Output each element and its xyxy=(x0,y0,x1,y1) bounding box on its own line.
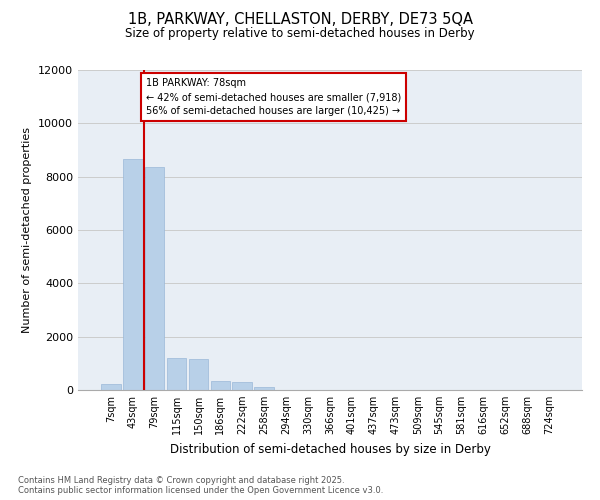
Bar xyxy=(123,160,143,390)
Text: Size of property relative to semi-detached houses in Derby: Size of property relative to semi-detach… xyxy=(125,28,475,40)
Text: 1B, PARKWAY, CHELLASTON, DERBY, DE73 5QA: 1B, PARKWAY, CHELLASTON, DERBY, DE73 5QA xyxy=(128,12,473,28)
Bar xyxy=(167,358,187,390)
Text: 1B PARKWAY: 78sqm
← 42% of semi-detached houses are smaller (7,918)
56% of semi-: 1B PARKWAY: 78sqm ← 42% of semi-detached… xyxy=(146,78,401,116)
Bar xyxy=(188,360,208,390)
Text: Contains HM Land Registry data © Crown copyright and database right 2025.
Contai: Contains HM Land Registry data © Crown c… xyxy=(18,476,383,495)
X-axis label: Distribution of semi-detached houses by size in Derby: Distribution of semi-detached houses by … xyxy=(170,442,490,456)
Bar xyxy=(101,384,121,390)
Bar xyxy=(254,387,274,390)
Bar xyxy=(145,168,164,390)
Bar xyxy=(232,382,252,390)
Y-axis label: Number of semi-detached properties: Number of semi-detached properties xyxy=(22,127,32,333)
Bar xyxy=(211,380,230,390)
